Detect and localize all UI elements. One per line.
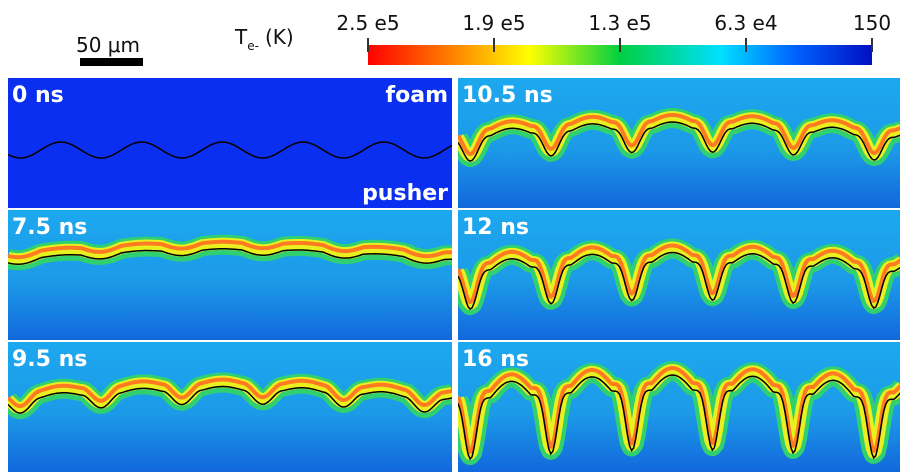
panel: 10.5 ns [458,78,900,208]
panel-note: foam [386,83,448,108]
interface-line [458,374,900,461]
panel-background [458,78,900,208]
panel-label: 0 ns [12,83,64,108]
colorbar-unit: (K) [265,25,294,49]
heat-band [458,366,900,454]
panel-content [8,78,452,208]
panel: 16 ns [458,342,900,472]
colorbar-ticks: 2.5 e5 1.9 e5 1.3 e5 6.3 e4 150 [336,11,891,52]
panel-label: 9.5 ns [12,347,87,372]
panel: 7.5 ns [8,210,452,340]
heat-band [8,239,452,260]
panel-background [8,210,452,340]
colorbar-symbol: T [234,25,248,49]
colorbar-tick-label: 1.9 e5 [462,11,525,35]
interface-line [458,121,900,162]
colorbar-tick-label: 6.3 e4 [714,11,777,35]
interface-line [8,248,452,265]
heat-band [458,243,900,305]
panel-content [8,342,452,472]
panel: 0 ns foam pusher [8,78,452,208]
panel: 12 ns [458,210,900,340]
interface-line [8,141,452,159]
colorbar-tick-label: 1.3 e5 [588,11,651,35]
scale-bar [80,58,143,66]
panel-content [458,210,900,340]
panel-background [8,342,452,472]
panel-note: pusher [362,181,448,206]
panel-label: 7.5 ns [12,215,87,240]
panel-content [458,342,900,472]
panel-content [458,78,900,208]
panels: 0 ns foam pusher 7.5 ns 9.5 ns 10.5 ns 12 ns 16… [8,78,900,472]
panel-label: 12 ns [462,215,529,240]
scale-bar-label: 50 μm [76,33,140,57]
panel-label: 10.5 ns [462,83,553,108]
heat-band [8,377,452,409]
panel-content [8,210,452,340]
panel-label: 16 ns [462,347,529,372]
colorbar-label: Te- (K) [234,25,294,53]
interface-line [8,385,452,414]
heat-band [458,113,900,157]
panel: 9.5 ns [8,342,452,472]
colorbar-tick-label: 2.5 e5 [336,11,399,35]
colorbar-tick-label: 150 [853,11,891,35]
interface-line [458,251,900,311]
colorbar-subscript: e- [247,39,259,53]
